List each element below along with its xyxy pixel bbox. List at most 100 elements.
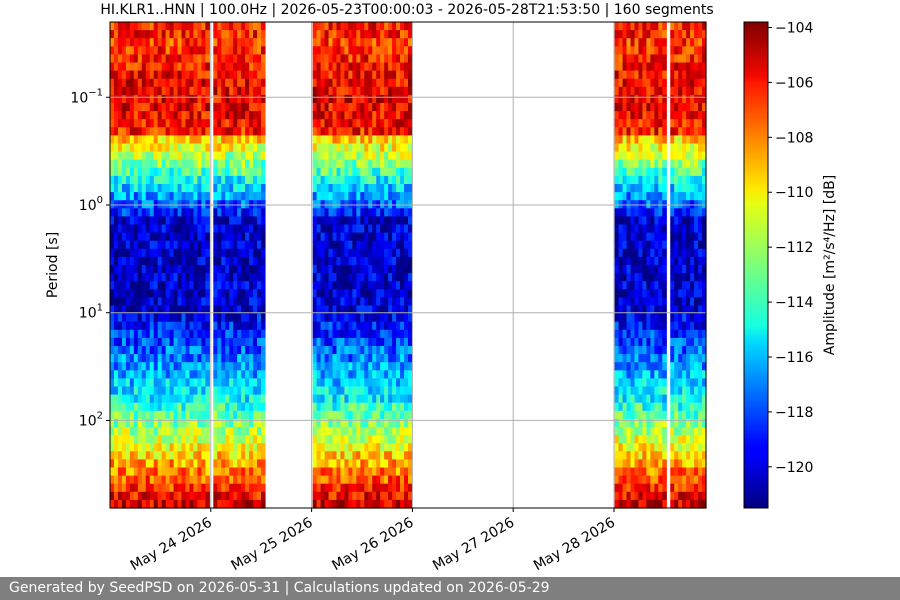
- spectrogram-cell: [614, 265, 620, 274]
- spectrogram-cell: [634, 208, 640, 217]
- spectrogram-cell: [324, 62, 330, 72]
- spectrogram-cell: [253, 78, 258, 88]
- spectrogram-cell: [324, 175, 330, 185]
- spectrogram-cell: [113, 22, 119, 31]
- spectrogram-cell: [141, 418, 147, 428]
- spectrogram-cell: [217, 435, 222, 444]
- spectrogram-cell: [344, 175, 349, 185]
- spectrogram-cell: [332, 451, 338, 460]
- spectrogram-cell: [125, 232, 131, 242]
- spectrogram-cell: [348, 111, 353, 120]
- spectrogram-cell: [241, 232, 246, 242]
- spectrogram-cell: [380, 329, 385, 339]
- spectrogram-cell: [145, 491, 151, 501]
- spectrogram-cell: [185, 378, 191, 388]
- spectrogram-cell: [698, 22, 703, 31]
- spectrogram-cell: [229, 22, 234, 31]
- spectrogram-cell: [356, 451, 361, 460]
- spectrogram-cell: [253, 443, 258, 452]
- spectrogram-cell: [392, 337, 397, 347]
- spectrogram-cell: [392, 86, 397, 96]
- spectrogram-cell: [622, 499, 628, 509]
- spectrogram-cell: [380, 386, 385, 396]
- spectrogram-cell: [356, 119, 361, 128]
- spectrogram-cell: [344, 240, 349, 250]
- spectrogram-cell: [205, 232, 210, 242]
- spectrogram-cell: [141, 167, 147, 177]
- spectrogram-cell: [388, 159, 393, 169]
- spectrogram-cell: [340, 54, 346, 64]
- spectrogram-cell: [241, 491, 246, 501]
- spectrogram-cell: [129, 370, 135, 379]
- spectrogram-cell: [221, 167, 226, 177]
- spectrogram-cell: [225, 273, 230, 282]
- spectrogram-cell: [646, 135, 651, 145]
- spectrogram-cell: [161, 175, 167, 185]
- spectrogram-cell: [654, 103, 659, 112]
- spectrogram-cell: [352, 78, 357, 88]
- spectrogram-cell: [650, 427, 655, 436]
- spectrogram-cell: [117, 184, 123, 193]
- spectrogram-cell: [260, 159, 266, 169]
- spectrogram-cell: [213, 248, 218, 258]
- spectrogram-cell: [260, 46, 266, 55]
- spectrogram-cell: [404, 143, 409, 153]
- spectrogram-cell: [149, 459, 155, 469]
- spectrogram-cell: [121, 175, 127, 185]
- spectrogram-cell: [368, 62, 373, 72]
- spectrogram-cell: [618, 240, 624, 250]
- spectrogram-cell: [384, 435, 389, 444]
- spectrogram-cell: [221, 354, 226, 363]
- spectrogram-cell: [153, 451, 159, 460]
- spectrogram-cell: [137, 208, 143, 217]
- spectrogram-cell: [372, 62, 377, 72]
- spectrogram-cell: [201, 159, 206, 169]
- spectrogram-cell: [125, 143, 131, 153]
- spectrogram-cell: [253, 232, 258, 242]
- spectrogram-cell: [117, 435, 123, 444]
- spectrogram-cell: [312, 467, 318, 477]
- spectrogram-cell: [694, 386, 699, 396]
- spectrogram-cell: [145, 224, 151, 234]
- spectrogram-cell: [253, 289, 258, 298]
- spectrogram-cell: [682, 402, 687, 412]
- spectrogram-cell: [253, 273, 258, 282]
- spectrogram-cell: [658, 337, 663, 347]
- spectrogram-cell: [630, 451, 636, 460]
- spectrogram-cell: [614, 127, 620, 136]
- spectrogram-cell: [344, 248, 349, 258]
- spectrogram-cell: [392, 224, 397, 234]
- spectrogram-cell: [237, 216, 242, 226]
- spectrogram-cell: [312, 94, 318, 104]
- spectrogram-cell: [217, 192, 222, 201]
- spectrogram-cell: [340, 167, 346, 177]
- spectrogram-cell: [686, 427, 691, 436]
- spectrogram-cell: [117, 273, 123, 282]
- spectrogram-cell: [117, 135, 123, 145]
- spectrogram-cell: [674, 297, 679, 307]
- spectrogram-cell: [642, 159, 647, 169]
- spectrogram-cell: [344, 224, 349, 234]
- spectrogram-cell: [245, 281, 250, 290]
- spectrogram-cell: [372, 119, 377, 128]
- spectrogram-cell: [125, 22, 131, 31]
- spectrogram-cell: [388, 362, 393, 371]
- spectrogram-cell: [642, 103, 647, 112]
- spectrogram-cell: [340, 46, 346, 55]
- spectrogram-cell: [352, 151, 357, 161]
- spectrogram-cell: [117, 289, 123, 298]
- spectrogram-cell: [320, 362, 326, 371]
- spectrogram-cell: [674, 232, 679, 242]
- spectrogram-cell: [674, 370, 679, 379]
- spectrogram-cell: [340, 329, 346, 339]
- spectrogram-cell: [404, 46, 409, 55]
- spectrogram-cell: [213, 475, 218, 485]
- spectrogram-cell: [257, 111, 262, 120]
- spectrogram-cell: [141, 313, 147, 323]
- spectrogram-cell: [213, 297, 218, 307]
- spectrogram-cell: [364, 208, 369, 217]
- spectrogram-cell: [312, 38, 318, 47]
- spectrogram-cell: [336, 402, 342, 412]
- spectrogram-cell: [348, 386, 353, 396]
- spectrogram-cell: [137, 410, 143, 420]
